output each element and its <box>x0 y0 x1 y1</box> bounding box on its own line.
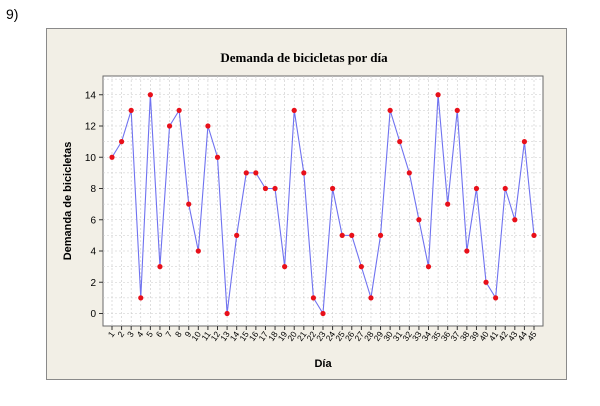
y-tick-label: 12 <box>85 122 97 133</box>
y-tick-label: 14 <box>85 90 97 101</box>
y-tick-label: 10 <box>85 153 97 164</box>
x-tick-label: 9 <box>182 329 193 339</box>
data-point <box>176 107 182 113</box>
data-point <box>435 92 441 98</box>
data-point <box>214 154 221 160</box>
data-point <box>339 232 345 238</box>
y-axis-ticks: 0 2 4 6 8 10 12 14 <box>85 90 103 320</box>
x-tick-label: 3 <box>125 329 136 339</box>
question-number: 9) <box>6 6 19 22</box>
x-tick-label: 6 <box>154 329 165 339</box>
y-tick-label: 2 <box>90 278 96 289</box>
chart-title: Demanda de bicicletas por día <box>220 50 388 65</box>
data-point <box>224 310 230 317</box>
data-point <box>186 201 192 207</box>
data-point <box>282 264 288 270</box>
data-point <box>243 170 249 176</box>
x-axis-label: Día <box>314 358 332 370</box>
x-tick-label: 45 <box>525 329 539 343</box>
data-point <box>493 295 499 301</box>
y-tick-label: 0 <box>90 309 96 320</box>
data-point <box>329 185 336 192</box>
data-point <box>205 123 211 129</box>
data-point <box>349 232 355 238</box>
x-tick-label: 5 <box>144 329 155 339</box>
data-point <box>320 310 326 317</box>
x-axis-ticks: 1234567891011121314151617181920212223242… <box>106 326 539 343</box>
data-point <box>512 217 518 223</box>
data-point <box>262 185 269 192</box>
data-point <box>157 264 163 270</box>
x-tick-label: 7 <box>163 329 174 339</box>
data-point <box>166 123 173 129</box>
data-point <box>272 185 278 192</box>
x-tick-label: 8 <box>173 329 184 339</box>
data-point <box>310 295 317 301</box>
y-tick-label: 8 <box>90 184 96 195</box>
data-point <box>377 232 384 238</box>
data-point <box>387 107 393 113</box>
y-tick-label: 4 <box>90 247 96 258</box>
chart-svg: Demanda de bicicletas por día 0246810121… <box>62 50 544 370</box>
data-point <box>118 139 125 145</box>
data-point <box>521 139 528 145</box>
data-point <box>483 279 489 285</box>
data-point <box>406 170 412 176</box>
figure-frame: Demanda de bicicletas por día 0 2 4 6 8 10 12 1… <box>46 28 567 380</box>
data-point <box>253 170 259 176</box>
data-point <box>301 170 307 176</box>
data-point <box>502 185 508 192</box>
grid-lines <box>103 76 543 326</box>
data-point <box>195 248 201 254</box>
x-tick-label: 1 <box>106 329 117 339</box>
data-point <box>147 92 153 98</box>
data-point <box>234 232 240 238</box>
data-point <box>454 107 460 113</box>
y-tick-label: 6 <box>90 215 96 226</box>
data-point <box>109 154 115 160</box>
data-point <box>128 107 134 113</box>
data-point <box>464 248 470 254</box>
data-point <box>473 185 480 192</box>
data-point <box>138 295 144 301</box>
x-tick-label: 2 <box>115 329 126 339</box>
y-axis-label: Demanda de bicicletas <box>62 142 74 261</box>
x-tick-label: 4 <box>135 329 146 339</box>
data-point <box>397 139 403 145</box>
data-point <box>531 232 537 238</box>
data-point <box>358 264 364 270</box>
data-point <box>291 107 297 113</box>
data-point <box>425 264 432 270</box>
marker-group <box>109 92 537 317</box>
data-point <box>368 295 374 301</box>
data-point <box>416 217 422 223</box>
data-point <box>445 201 451 207</box>
